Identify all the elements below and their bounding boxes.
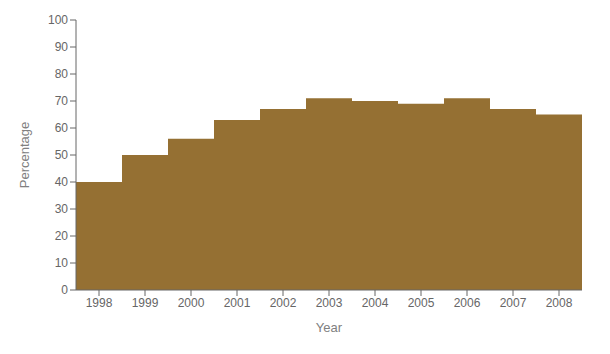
svg-text:2003: 2003 — [316, 296, 343, 310]
svg-text:30: 30 — [55, 202, 69, 216]
svg-text:2007: 2007 — [500, 296, 527, 310]
svg-text:20: 20 — [55, 229, 69, 243]
svg-text:90: 90 — [55, 40, 69, 54]
svg-text:1999: 1999 — [132, 296, 159, 310]
svg-text:40: 40 — [55, 175, 69, 189]
svg-text:2004: 2004 — [362, 296, 389, 310]
svg-text:70: 70 — [55, 94, 69, 108]
svg-text:2006: 2006 — [454, 296, 481, 310]
svg-text:80: 80 — [55, 67, 69, 81]
svg-text:60: 60 — [55, 121, 69, 135]
svg-text:2000: 2000 — [178, 296, 205, 310]
svg-text:2008: 2008 — [546, 296, 573, 310]
svg-text:100: 100 — [48, 13, 68, 27]
svg-text:2002: 2002 — [270, 296, 297, 310]
svg-text:Percentage: Percentage — [17, 122, 32, 189]
svg-text:10: 10 — [55, 256, 69, 270]
svg-text:0: 0 — [61, 283, 68, 297]
svg-text:50: 50 — [55, 148, 69, 162]
svg-text:1998: 1998 — [86, 296, 113, 310]
svg-text:2005: 2005 — [408, 296, 435, 310]
svg-text:2001: 2001 — [224, 296, 251, 310]
svg-text:Year: Year — [316, 320, 343, 335]
